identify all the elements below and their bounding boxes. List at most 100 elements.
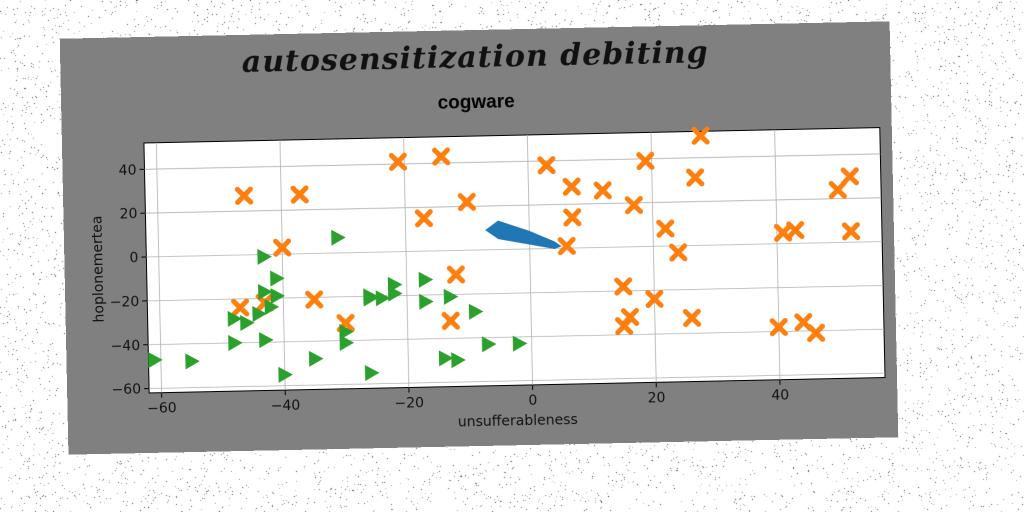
green-triangle-marker	[339, 334, 355, 351]
orange-x-marker	[614, 277, 633, 296]
green-triangle-marker	[363, 288, 378, 305]
green-triangle-marker	[278, 366, 293, 383]
x-grid-line	[155, 142, 162, 393]
green-triangle-marker	[227, 310, 243, 327]
green-triangle-marker	[331, 229, 346, 246]
y-grid-line	[148, 328, 885, 346]
x-stroke	[389, 152, 407, 171]
x-grid-line	[774, 129, 781, 380]
orange-x-marker	[624, 195, 644, 215]
orange-x-marker	[305, 290, 324, 309]
x-grid-line	[279, 140, 286, 391]
x-stroke	[828, 180, 847, 200]
y-tick-label: −60	[111, 382, 141, 399]
green-triangle-marker	[443, 288, 459, 305]
orange-x-marker	[769, 317, 788, 337]
x-tick-label: 40	[771, 388, 789, 404]
orange-x-marker	[388, 152, 408, 171]
green-triangle-marker	[419, 293, 434, 310]
orange-x-marker	[828, 180, 847, 200]
green-triangle-marker	[148, 352, 163, 369]
x-stroke	[537, 156, 556, 175]
chart-svg: −60 −40 −20 0 20 40 −60 −40 −20 0 20 40 unsufferabl…	[89, 126, 886, 431]
x-tick-label: −20	[394, 395, 424, 412]
orange-x-marker	[563, 208, 582, 227]
y-axis-label: hoplonemertea	[89, 215, 107, 322]
y-grid-line	[149, 372, 885, 389]
green-triangle-marker	[252, 306, 267, 323]
x-stroke	[290, 185, 309, 204]
x-stroke	[786, 221, 805, 240]
orange-x-marker	[457, 192, 476, 212]
green-triangle-marker	[375, 290, 391, 307]
figure-background: autosensitization debiting cogware −60 −4…	[59, 21, 899, 455]
orange-x-marker	[290, 185, 309, 204]
green-triangle-marker	[257, 248, 272, 265]
green-triangle-marker	[512, 335, 528, 352]
x-grid-line	[526, 134, 533, 385]
orange-x-marker	[446, 265, 466, 284]
orange-x-marker	[636, 151, 655, 171]
green-triangle-marker	[228, 335, 243, 352]
green-triangle-marker	[364, 365, 380, 382]
orange-x-marker	[806, 323, 826, 343]
x-stroke	[447, 265, 465, 284]
x-tick-label: −40	[271, 398, 301, 415]
x-stroke	[645, 289, 664, 309]
x-stroke	[683, 308, 701, 328]
y-grid-line	[144, 153, 881, 170]
x-stroke	[563, 208, 582, 227]
orange-x-marker	[686, 168, 705, 187]
y-tick-label: −40	[110, 338, 140, 355]
orange-x-marker	[537, 156, 556, 175]
x-stroke	[774, 223, 792, 242]
x-stroke	[636, 151, 655, 171]
orange-x-marker	[682, 308, 702, 328]
plot-area	[143, 127, 886, 394]
green-triangle-marker	[451, 352, 466, 369]
orange-x-marker	[645, 289, 664, 309]
y-tick-label: 0	[129, 250, 138, 266]
orange-x-marker	[562, 177, 581, 196]
x-stroke	[457, 192, 476, 212]
x-axis-label: unsufferableness	[458, 412, 578, 431]
x-tick-label: 0	[528, 393, 537, 409]
x-tick-label: −60	[147, 400, 177, 417]
x-stroke	[686, 168, 705, 187]
orange-x-marker	[273, 238, 292, 257]
x-stroke	[235, 186, 253, 205]
y-tick-label: 20	[119, 206, 137, 222]
orange-x-marker	[593, 181, 612, 200]
orange-x-marker	[614, 316, 634, 336]
x-grid-line	[650, 132, 657, 383]
x-tick-label: 20	[647, 390, 665, 406]
orange-x-marker	[786, 221, 805, 240]
green-triangle-marker	[308, 350, 324, 367]
x-stroke	[625, 195, 643, 215]
green-triangle-marker	[240, 315, 255, 332]
orange-x-marker	[441, 311, 460, 330]
x-grid-line	[403, 137, 410, 388]
x-stroke	[807, 323, 825, 343]
green-triangle-marker	[258, 283, 273, 300]
x-stroke	[841, 167, 859, 186]
green-triangle-marker	[468, 303, 484, 320]
green-triangle-marker	[270, 288, 286, 305]
green-triangle-marker	[185, 353, 200, 370]
grid-lines	[144, 129, 885, 393]
x-stroke	[305, 290, 324, 309]
y-grid-line	[146, 241, 883, 258]
green-triangle-marker	[387, 285, 403, 302]
blue-polygon-mark	[485, 220, 562, 249]
green-triangle-marker	[418, 271, 434, 288]
orange-x-marker	[557, 236, 576, 256]
green-triangle-marker	[438, 350, 454, 367]
green-triangle-marker	[270, 270, 285, 287]
x-stroke	[415, 209, 433, 228]
x-stroke	[231, 298, 250, 317]
x-stroke	[614, 277, 633, 296]
x-stroke	[669, 243, 688, 262]
x-stroke	[432, 147, 451, 166]
rotated-figure: autosensitization debiting cogware −60 −4…	[59, 21, 899, 455]
